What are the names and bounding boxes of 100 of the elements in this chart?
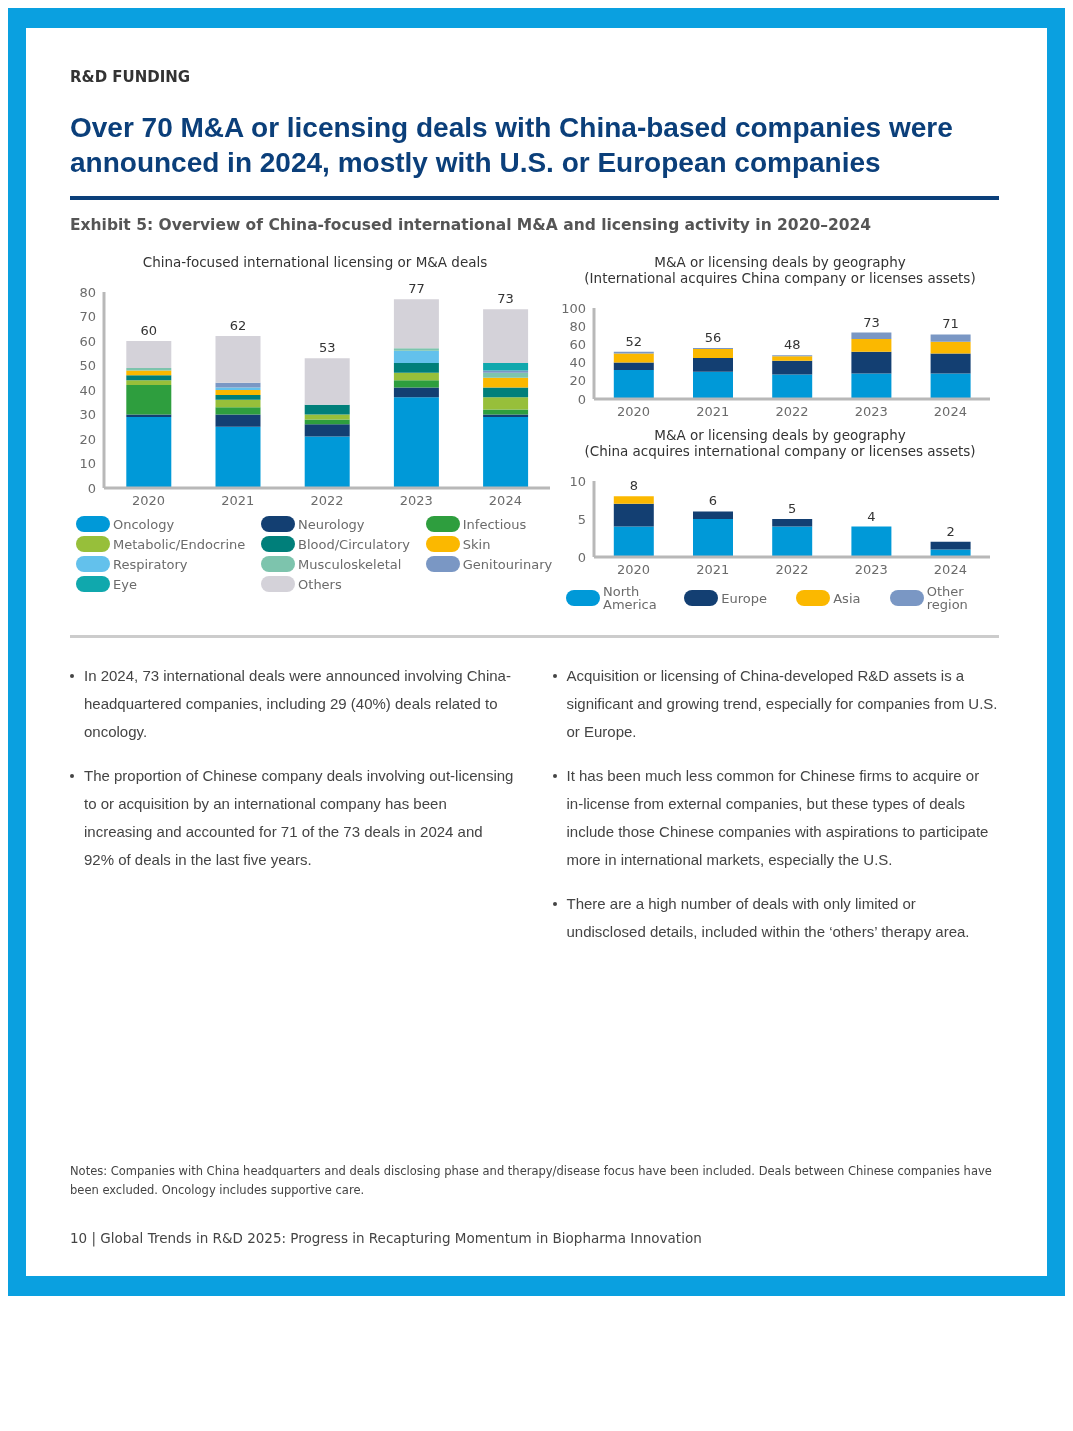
total-label: 56 [704,330,722,346]
legend-label: North America [603,584,657,612]
total-label: 8 [629,478,638,494]
bar [693,371,733,399]
total-label: 4 [867,508,876,524]
bar [393,363,439,373]
chart-title: M&A or licensing deals by geography [653,254,907,270]
x-tick-label: 2021 [696,404,730,420]
legend-label: Oncology [113,516,175,532]
bar [613,353,654,363]
x-tick-label: 2020 [132,493,166,509]
x-tick-label: 2021 [696,562,730,578]
total-label: 73 [497,291,514,307]
bar [393,299,439,349]
bar [930,334,971,342]
bar [393,380,439,388]
bar [215,407,261,415]
total-label: 71 [942,316,959,332]
text: Exhibit 5: Overview of China-focused international M&A and licensing activity in 2020–2024 [70,216,873,234]
bar [772,374,813,399]
chart-title: China-focused international licensing or M&A deals [141,254,489,270]
x-tick-label: 2020 [617,404,651,420]
y-tick-label: 80 [79,284,96,300]
bar [772,519,813,527]
bar [930,341,971,354]
legend-label: Blood/Circulatory [298,536,410,552]
legend-label: Infectious [462,516,527,532]
bar [304,404,350,415]
bar [393,372,439,381]
text: Notes: Companies with China headquarters and deals disclosing phase and therapy/disease focus have been included. Deals between Chinese companies have been excluded. Oncology includes supportive care. [70,1163,993,1199]
bar [215,336,261,383]
bar [930,541,971,550]
total-label: 48 [783,337,801,353]
total-label: 60 [140,323,158,338]
legend-label: Genitourinary [462,556,553,572]
bar [215,390,261,395]
bar [613,362,654,370]
bar [693,358,733,372]
y-tick-label: 30 [79,407,96,423]
total-label: 2 [946,523,955,539]
bar [693,348,733,359]
bar [393,350,439,364]
legend-label: Metabolic/Endocrine [113,536,246,552]
bar [851,351,892,374]
text: The proportion of Chinese company deals involving out-licensing to or acquisition by an international company has been increasing and accounted for 71 of the 73 deals in 2024 and 92% of deals in the last five years. [84,766,515,870]
bar [851,338,892,352]
bar [126,380,172,386]
x-tick-label: 2022 [775,562,809,578]
total-label: 62 [229,318,247,334]
y-tick-label: 0 [577,391,586,407]
x-tick-label: 2024 [933,404,967,420]
bar [483,409,529,415]
bar [483,416,529,488]
x-tick-label: 2024 [933,562,967,578]
bar [930,373,971,399]
bar [215,399,261,408]
y-tick-label: 5 [577,511,586,527]
bar [930,353,971,374]
text: In 2024, 73 international deals were announced involving China-headquartered companies, including 29 (40%) deals related to oncology. [84,666,512,742]
bar [126,375,172,381]
y-tick-label: 20 [569,373,586,389]
bar [483,309,529,364]
bar [613,526,654,557]
bar [930,549,971,557]
legend-label: Other region [926,584,969,612]
total-label: 52 [625,333,643,349]
bar [126,370,172,376]
y-tick-label: 80 [569,318,586,334]
y-tick-label: 10 [569,473,586,489]
legend-label: Musculoskeletal [298,556,402,572]
x-tick-label: 2023 [854,562,888,578]
text: R&D FUNDING [70,68,192,86]
bar [304,424,350,437]
total-label: 73 [863,314,880,330]
legend-label: Asia [833,590,861,606]
text: It has been much less common for Chinese firms to acquire or in-license from external companies, but these types of deals include those Chinese companies with aspirations to participate more in international markets, especially the U.S. [566,766,990,870]
y-tick-label: 40 [79,382,96,398]
y-tick-label: 60 [569,337,586,353]
bar [126,416,172,488]
bar [851,526,892,557]
y-tick-label: 100 [561,300,586,316]
bar [393,387,439,398]
bar [483,377,529,388]
text: Over 70 M&A or licensing deals with China-based companies were announced in 2024, mostly with U.S. or European companies [70,110,999,200]
x-tick-label: 2022 [775,404,809,420]
total-label: 77 [408,281,425,297]
legend-label: Eye [113,576,137,592]
bar [304,358,350,405]
x-tick-label: 2023 [399,493,433,509]
bar [483,372,529,378]
bar [851,373,892,399]
bar [215,414,261,427]
total-label: 5 [788,501,797,516]
y-tick-label: 50 [79,358,96,374]
bar [693,519,733,557]
y-tick-label: 60 [79,333,96,349]
bar [772,360,813,375]
y-tick-label: 0 [577,549,586,565]
text: There are a high number of deals with only limited or undisclosed details, included within the ‘others’ therapy area. [566,894,971,942]
bar [393,397,439,488]
